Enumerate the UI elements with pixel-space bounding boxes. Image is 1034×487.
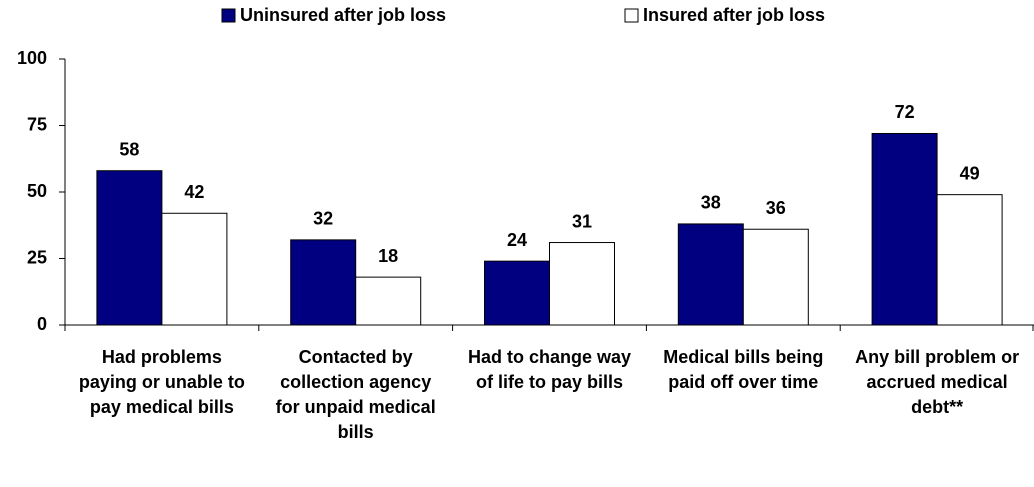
bar <box>484 260 550 326</box>
legend-label: Insured after job loss <box>643 5 825 25</box>
y-tick-label: 100 <box>17 48 47 68</box>
bar <box>677 223 744 326</box>
x-tick-label: Contacted by collection agency for unpai… <box>275 347 436 442</box>
data-label: 31 <box>572 211 592 231</box>
bar <box>290 239 357 326</box>
data-label: 36 <box>766 198 786 218</box>
y-tick-label: 75 <box>27 114 47 134</box>
legend-swatch <box>624 8 639 23</box>
bar <box>742 228 809 326</box>
x-tick-label: Had to change way of life to pay bills <box>467 347 632 392</box>
bar <box>96 170 163 326</box>
data-label: 18 <box>378 246 398 266</box>
y-tick-label: 50 <box>27 181 47 201</box>
bar <box>549 242 615 326</box>
data-label: 49 <box>960 163 980 183</box>
y-tick-label: 25 <box>27 247 47 267</box>
data-label: 38 <box>701 193 721 213</box>
data-label: 72 <box>895 102 915 122</box>
data-label: 32 <box>313 209 333 229</box>
bar <box>936 194 1003 326</box>
bar <box>161 212 228 326</box>
legend-label: Uninsured after job loss <box>240 5 446 25</box>
data-label: 24 <box>507 230 527 250</box>
x-tick-label: Had problems paying or unable to pay med… <box>78 347 245 417</box>
bar <box>355 276 422 326</box>
data-label: 42 <box>184 182 204 202</box>
y-tick-label: 0 <box>37 314 47 334</box>
legend-swatch <box>221 8 236 23</box>
x-tick-label: Medical bills being paid off over time <box>663 347 824 392</box>
data-label: 58 <box>119 139 139 159</box>
x-tick-label: Any bill problem or accrued medical debt… <box>855 347 1020 417</box>
bar <box>871 132 938 326</box>
